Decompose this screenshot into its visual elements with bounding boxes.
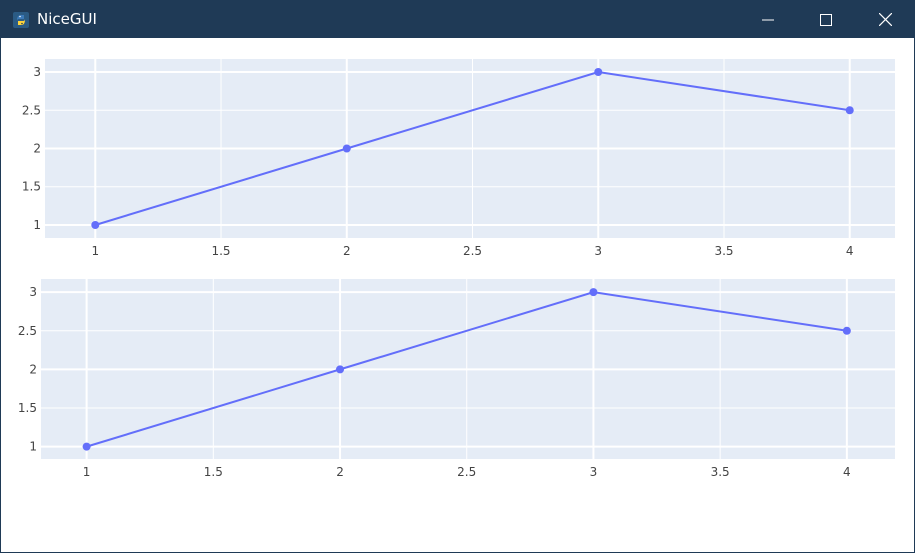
y-tick-label: 1	[33, 218, 41, 232]
y-tick-label: 2	[29, 362, 37, 376]
x-tick-label: 2.5	[457, 465, 476, 479]
y-tick-label: 1.5	[22, 180, 41, 194]
x-tick-label: 1.5	[204, 465, 223, 479]
x-tick-label: 2.5	[463, 244, 482, 258]
title-bar[interactable]: NiceGUI	[1, 1, 914, 38]
data-point[interactable]	[589, 288, 597, 296]
y-tick-label: 2	[33, 142, 41, 156]
close-icon	[879, 13, 892, 26]
x-tick-label: 4	[843, 465, 851, 479]
x-tick-label: 3	[594, 244, 602, 258]
x-tick-label: 3	[590, 465, 598, 479]
y-tick-label: 3	[29, 285, 37, 299]
x-tick-label: 1	[83, 465, 91, 479]
minimize-icon	[762, 14, 774, 26]
window-title: NiceGUI	[37, 10, 97, 28]
data-point[interactable]	[91, 221, 99, 229]
maximize-button[interactable]	[797, 1, 855, 38]
x-tick-label: 4	[846, 244, 854, 258]
x-tick-label: 2	[336, 465, 344, 479]
line-chart-bottom: 1 1.5 2 2.5 3 3.5 4 1 1.5 2 2.5 3	[1, 259, 914, 489]
data-point[interactable]	[846, 106, 854, 114]
close-button[interactable]	[856, 1, 914, 38]
line-chart-top: 1 1.5 2 2.5 3 3.5 4 1 1.5 2 2.5 3	[1, 39, 914, 261]
data-point[interactable]	[336, 365, 344, 373]
data-point[interactable]	[843, 327, 851, 335]
data-point[interactable]	[594, 68, 602, 76]
y-tick-label: 3	[33, 65, 41, 79]
y-tick-label: 1	[29, 440, 37, 454]
maximize-icon	[820, 14, 832, 26]
x-tick-label: 1	[91, 244, 99, 258]
minimize-button[interactable]	[739, 1, 797, 38]
x-tick-label: 3.5	[711, 465, 730, 479]
y-tick-label: 2.5	[18, 324, 37, 338]
x-tick-label: 3.5	[714, 244, 733, 258]
x-tick-label: 1.5	[211, 244, 230, 258]
python-logo-icon	[12, 11, 30, 29]
data-point[interactable]	[83, 443, 91, 451]
data-point[interactable]	[343, 145, 351, 153]
y-tick-label: 2.5	[22, 103, 41, 117]
x-tick-label: 2	[343, 244, 351, 258]
y-tick-label: 1.5	[18, 401, 37, 415]
